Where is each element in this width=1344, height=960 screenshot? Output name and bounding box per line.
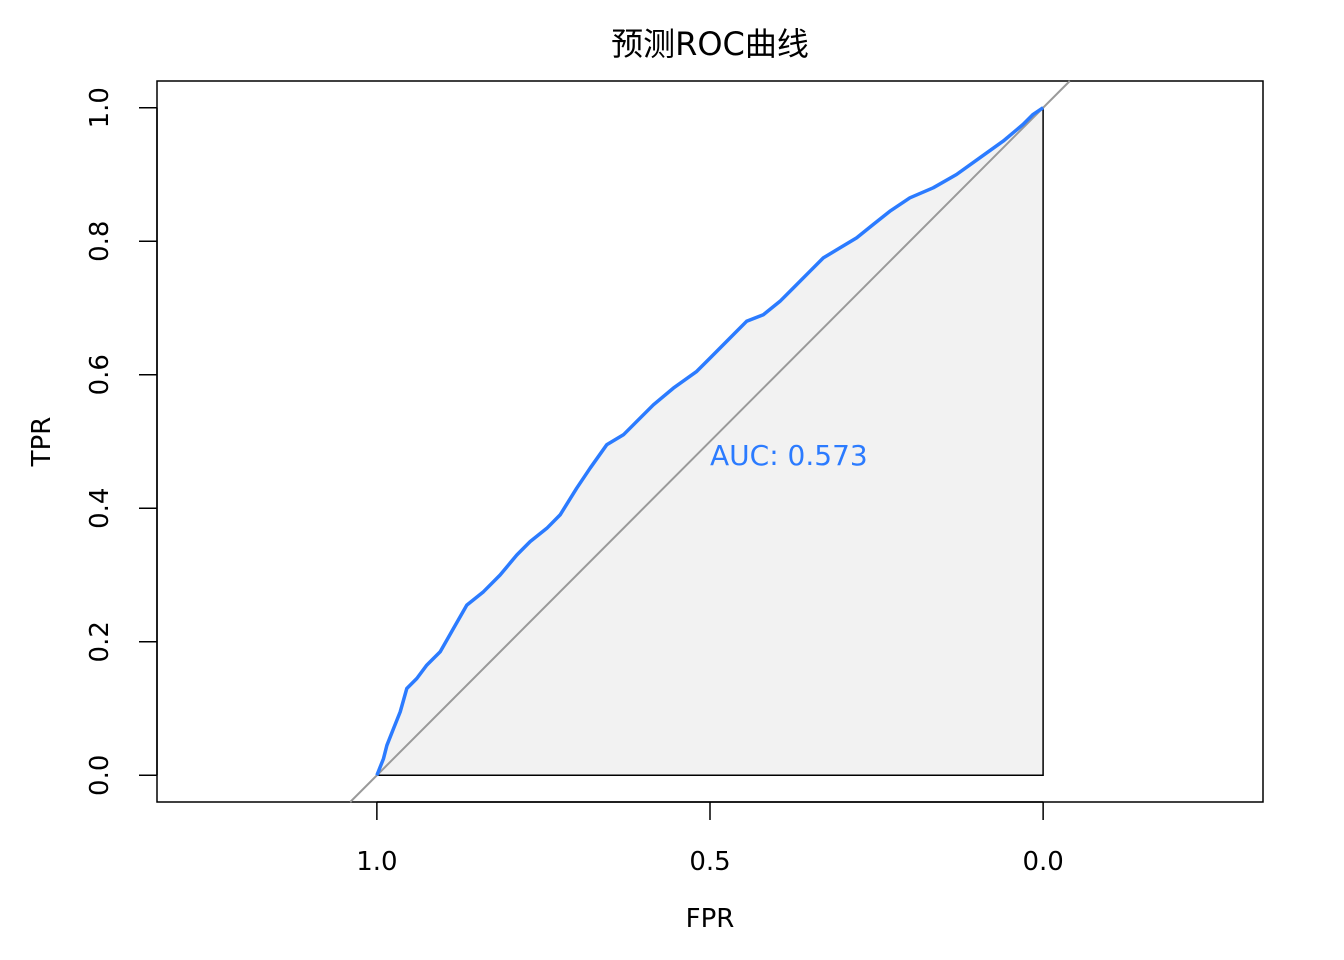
x-axis: 1.0 0.5 0.0: [356, 801, 1064, 877]
auc-label: AUC: 0.573: [710, 439, 868, 472]
chart-title: 预测ROC曲线: [611, 25, 809, 63]
y-axis-label: TPR: [27, 417, 57, 468]
y-axis: 0.0 0.2 0.4 0.6 0.8 1.0: [85, 87, 158, 796]
y-tick-label: 0.4: [85, 488, 115, 529]
y-tick-label: 1.0: [85, 87, 115, 128]
y-tick-label: 0.2: [85, 621, 115, 662]
x-tick-label: 0.0: [1022, 847, 1063, 877]
y-tick-label: 0.0: [85, 755, 115, 796]
reference-diagonal: [349, 80, 1071, 803]
roc-curve: [375, 106, 1045, 776]
x-tick-label: 1.0: [356, 847, 397, 877]
x-tick-label: 0.5: [689, 847, 730, 877]
x-axis-label: FPR: [686, 904, 735, 934]
y-tick-label: 0.6: [85, 354, 115, 395]
y-tick-label: 0.8: [85, 221, 115, 262]
